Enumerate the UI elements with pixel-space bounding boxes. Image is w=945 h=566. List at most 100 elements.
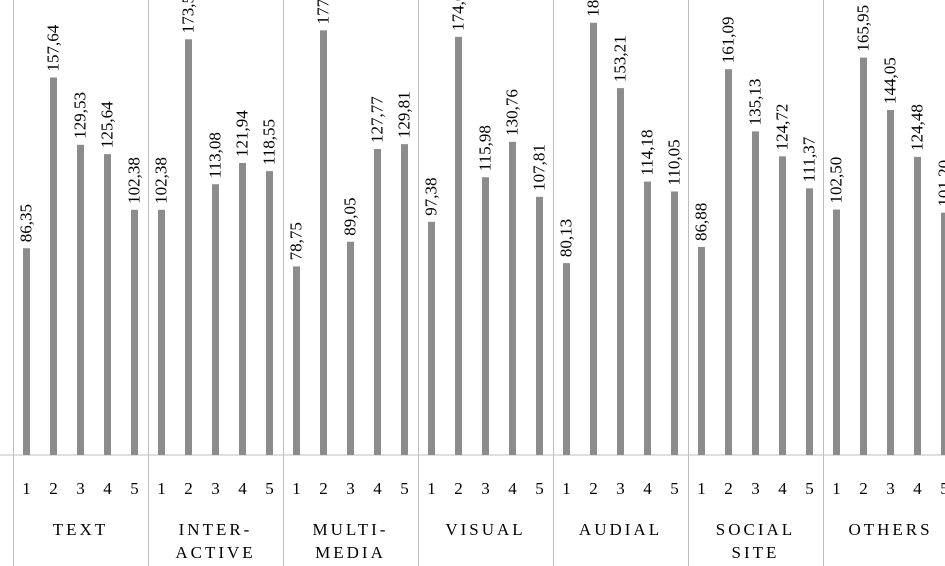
x-tick-label: 4 <box>373 479 382 498</box>
bar <box>77 145 84 455</box>
x-tick-label: 1 <box>292 479 301 498</box>
bar-value-label: 165,95 <box>854 5 873 52</box>
x-tick-label: 1 <box>22 479 31 498</box>
x-tick-label: 5 <box>535 479 544 498</box>
bar-value-label: 129,53 <box>71 92 90 139</box>
bar-value-label: 174,61 <box>449 0 468 31</box>
bar-value-label: 130,76 <box>503 89 522 136</box>
bar-value-label: 110,05 <box>665 139 684 185</box>
bar <box>860 58 867 455</box>
x-tick-label: 3 <box>211 479 220 498</box>
bar-value-label: 80,13 <box>557 219 576 257</box>
x-tick-label: 4 <box>643 479 652 498</box>
bar <box>725 69 732 455</box>
x-tick-label: 2 <box>724 479 733 498</box>
x-tick-label: 1 <box>832 479 841 498</box>
x-tick-label: 1 <box>697 479 706 498</box>
bar <box>428 222 435 455</box>
bar-value-label: 86,88 <box>692 203 711 241</box>
bar-value-label: 102,50 <box>827 157 846 204</box>
bar-value-label: 102,38 <box>152 157 171 204</box>
group-label: SOCIAL <box>716 520 795 539</box>
x-tick-label: 4 <box>508 479 517 498</box>
bar <box>644 182 651 455</box>
x-tick-label: 1 <box>427 479 436 498</box>
bar-value-label: 111,37 <box>800 136 819 182</box>
group-label: VISUAL <box>445 520 525 539</box>
bar <box>941 213 945 455</box>
x-tick-label: 2 <box>319 479 328 498</box>
bar-value-label: 89,05 <box>341 197 360 235</box>
group-label: INTER- <box>179 520 253 539</box>
x-tick-label: 1 <box>562 479 571 498</box>
bar <box>320 30 327 455</box>
bar-value-label: 127,77 <box>368 96 387 143</box>
bar <box>806 188 813 455</box>
bar <box>185 39 192 455</box>
x-tick-label: 2 <box>859 479 868 498</box>
bar-value-label: 114,18 <box>638 129 657 175</box>
x-tick-label: 2 <box>184 479 193 498</box>
bar <box>293 266 300 455</box>
bar-value-label: 153,21 <box>611 35 630 82</box>
bar-value-label: 177,32 <box>314 0 333 24</box>
bar <box>50 77 57 455</box>
x-tick-label: 5 <box>265 479 274 498</box>
x-tick-label: 5 <box>400 479 409 498</box>
bar-value-label: 129,81 <box>395 91 414 138</box>
bar-value-label: 118,55 <box>260 119 279 165</box>
x-tick-label: 3 <box>751 479 760 498</box>
bar-value-label: 124,72 <box>773 104 792 151</box>
x-tick-label: 3 <box>346 479 355 498</box>
bar-value-label: 115,98 <box>476 125 495 171</box>
bar-value-label: 101,20 <box>935 160 945 207</box>
bar <box>536 197 543 455</box>
bar <box>347 242 354 455</box>
bar <box>590 23 597 455</box>
x-tick-label: 5 <box>130 479 139 498</box>
bar <box>23 248 30 455</box>
bar <box>563 263 570 455</box>
x-tick-label: 5 <box>940 479 945 498</box>
x-tick-label: 3 <box>481 479 490 498</box>
bar-value-label: 86,35 <box>17 204 36 242</box>
bar-value-label: 107,81 <box>530 144 549 191</box>
x-tick-label: 2 <box>49 479 58 498</box>
bar-value-label: 173,59 <box>179 0 198 33</box>
bar-value-label: 121,94 <box>233 110 252 157</box>
bar <box>887 110 894 455</box>
group-label: AUDIAL <box>579 520 662 539</box>
bar <box>374 149 381 455</box>
x-tick-label: 1 <box>157 479 166 498</box>
bar <box>401 144 408 455</box>
group-label: MULTI- <box>313 520 389 539</box>
bar-value-label: 78,75 <box>287 222 306 260</box>
bar-value-label: 157,64 <box>44 24 63 71</box>
x-tick-label: 5 <box>805 479 814 498</box>
bar-value-label: 124,48 <box>908 104 927 151</box>
bar <box>914 157 921 455</box>
bar-value-label: 180,50 <box>584 0 603 17</box>
bar <box>212 184 219 455</box>
x-tick-label: 4 <box>913 479 922 498</box>
bar <box>833 210 840 455</box>
group-label: MEDIA <box>315 543 386 562</box>
group-label: TEXT <box>53 520 108 539</box>
bar <box>266 171 273 455</box>
bar <box>671 191 678 455</box>
bar <box>131 210 138 455</box>
bar <box>509 142 516 455</box>
bar-value-label: 113,08 <box>206 132 225 178</box>
x-tick-label: 4 <box>103 479 112 498</box>
x-tick-label: 3 <box>886 479 895 498</box>
bar <box>239 163 246 455</box>
group-label: OTHERS <box>848 520 932 539</box>
bar-value-label: 97,38 <box>422 178 441 216</box>
bar-value-label: 135,13 <box>746 79 765 126</box>
bar-value-label: 125,64 <box>98 101 117 148</box>
x-tick-label: 3 <box>616 479 625 498</box>
x-tick-label: 4 <box>778 479 787 498</box>
x-tick-label: 5 <box>670 479 679 498</box>
bar-value-label: 161,09 <box>719 16 738 63</box>
